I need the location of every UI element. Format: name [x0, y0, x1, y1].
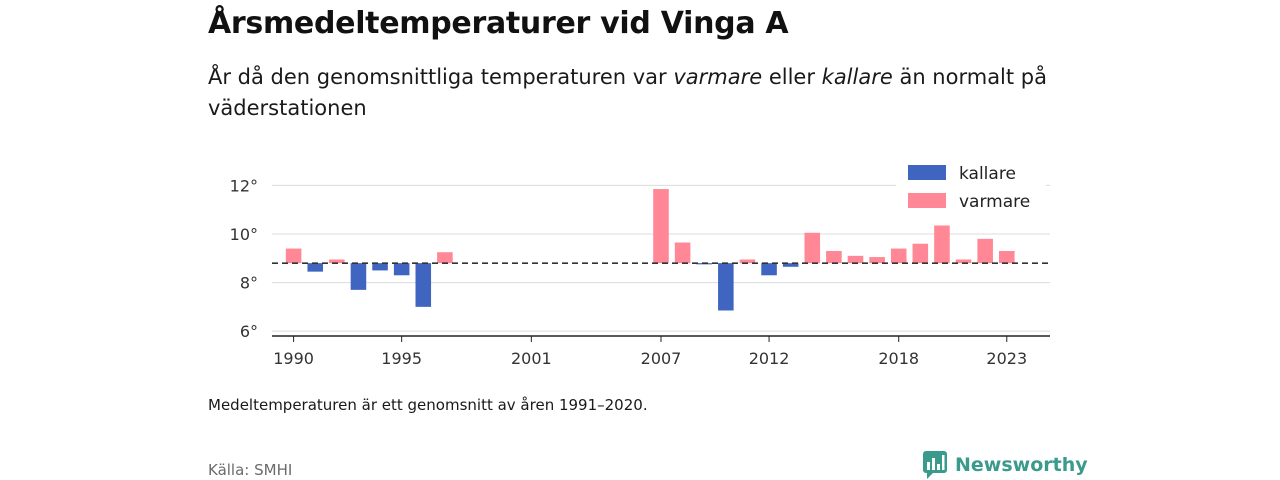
y-tick-label: 8° — [240, 274, 258, 293]
chart-title: Årsmedeltemperaturer vid Vinga A — [208, 6, 789, 41]
legend-swatch — [908, 165, 946, 180]
bar — [782, 263, 799, 267]
bar — [739, 259, 756, 264]
bar — [955, 259, 972, 264]
newsworthy-logo-icon — [923, 451, 947, 479]
subtitle-text-3: än normalt på väderstationen — [208, 65, 1047, 120]
legend-label: varmare — [959, 192, 1030, 212]
bar — [350, 263, 367, 290]
bar — [285, 248, 302, 264]
x-tick-label: 1990 — [273, 349, 314, 368]
bar — [977, 238, 993, 264]
bar — [934, 225, 950, 264]
subtitle-warmer: varmare — [673, 65, 763, 89]
subtitle-colder: kallare — [821, 65, 893, 89]
x-tick-label: 1995 — [381, 349, 422, 368]
x-tick-label: 2001 — [511, 349, 552, 368]
bar — [912, 243, 929, 264]
chart-subtitle: År då den genomsnittliga temperaturen va… — [208, 62, 1088, 124]
chart-note: Medeltemperaturen är ett genomsnitt av å… — [208, 396, 648, 414]
y-tick-label: 10° — [230, 225, 258, 244]
bar — [372, 263, 388, 271]
brand-name: Newsworthy — [955, 454, 1088, 476]
bar — [674, 242, 691, 264]
bar — [869, 257, 885, 264]
legend-label: kallare — [959, 164, 1016, 184]
bar-chart: 6° 8° 10° 12° 1990 1995 2001 2007 2012 2018 2023 ka… — [229, 164, 1050, 368]
legend-swatch — [908, 193, 946, 208]
y-tick-label: 12° — [230, 176, 258, 195]
bar — [718, 263, 734, 311]
source-credit: Källa: SMHI — [208, 461, 293, 479]
brand-logo[interactable]: Newsworthy — [922, 450, 1088, 480]
x-tick-label: 2007 — [641, 349, 682, 368]
bar — [826, 251, 842, 264]
bar — [804, 232, 821, 264]
bar — [998, 251, 1015, 264]
bar — [329, 259, 345, 264]
x-tick-label: 2018 — [878, 349, 919, 368]
bar — [393, 263, 410, 276]
subtitle-text-2: eller — [762, 65, 822, 89]
bar — [307, 263, 324, 272]
bar — [890, 248, 907, 264]
bar — [437, 252, 453, 264]
x-tick-label: 2023 — [986, 349, 1027, 368]
subtitle-text-1: År då den genomsnittliga temperaturen va… — [208, 65, 674, 89]
bar — [415, 263, 432, 307]
bar — [847, 255, 864, 264]
x-tick-label: 2012 — [749, 349, 790, 368]
bar — [761, 263, 777, 276]
bar — [653, 189, 669, 264]
y-tick-label: 6° — [240, 322, 258, 341]
